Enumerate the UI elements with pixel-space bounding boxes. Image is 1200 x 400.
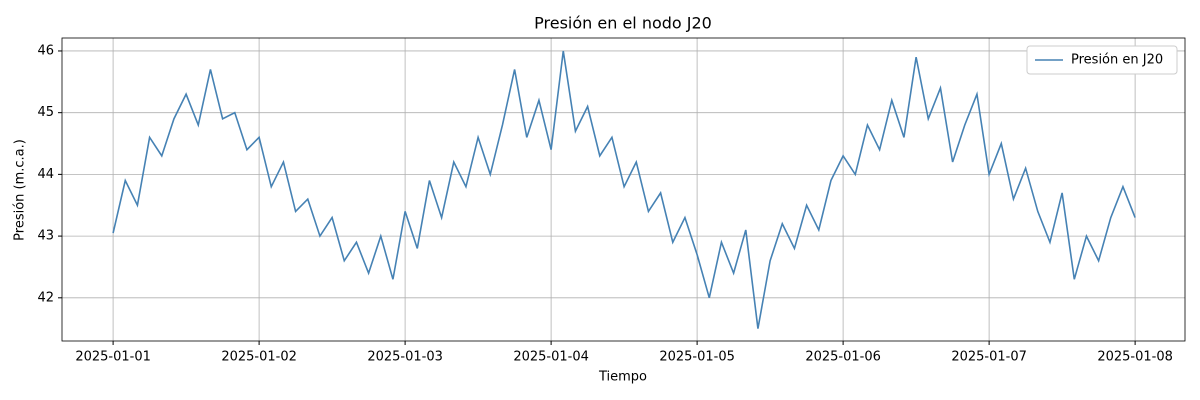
x-tick-label: 2025-01-02 bbox=[221, 350, 297, 365]
y-tick-label: 43 bbox=[37, 229, 54, 244]
x-tick-label: 2025-01-01 bbox=[75, 350, 151, 365]
line-series bbox=[112, 50, 1136, 329]
y-axis-label: Presión (m.c.a.) bbox=[13, 139, 28, 241]
plot-frame bbox=[61, 37, 1186, 342]
x-tick-label: 2025-01-04 bbox=[513, 350, 589, 365]
legend-label: Presión en J20 bbox=[1071, 53, 1163, 68]
x-axis-label: Tiempo bbox=[598, 370, 647, 385]
y-tick-label: 42 bbox=[37, 290, 54, 305]
y-tick-label: 46 bbox=[37, 43, 54, 58]
x-tick-label: 2025-01-08 bbox=[1097, 350, 1173, 365]
x-tick-label: 2025-01-07 bbox=[951, 350, 1027, 365]
legend-box bbox=[1026, 45, 1178, 75]
y-tick-label: 45 bbox=[37, 105, 54, 120]
x-tick-label: 2025-01-03 bbox=[367, 350, 443, 365]
x-tick-label: 2025-01-05 bbox=[659, 350, 735, 365]
chart-title: Presión en el nodo J20 bbox=[534, 14, 712, 33]
x-tick-label: 2025-01-06 bbox=[805, 350, 881, 365]
y-tick-label: 44 bbox=[37, 167, 54, 182]
